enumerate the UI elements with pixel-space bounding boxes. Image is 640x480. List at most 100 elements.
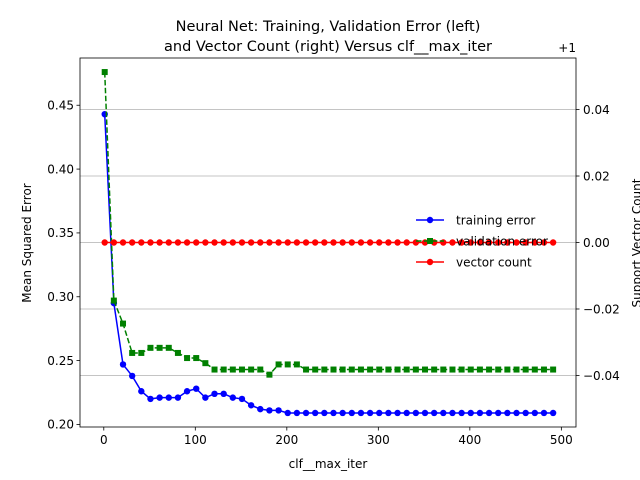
series-0-point-14 — [229, 394, 237, 401]
series-1-point-0 — [101, 69, 108, 76]
series-2-point-46 — [522, 239, 529, 246]
series-2-point-14 — [229, 239, 237, 246]
series-2-point-29 — [366, 239, 374, 246]
series-0-point-12 — [211, 390, 218, 398]
series-0-point-16 — [247, 402, 255, 409]
series-1-point-28 — [357, 366, 364, 373]
series-2-point-38 — [449, 239, 456, 246]
series-1-point-20 — [284, 361, 291, 368]
series-2-point-0 — [101, 239, 108, 246]
chart-title-line-2: and Vector Count (right) Versus clf__max… — [164, 39, 492, 55]
series-2-point-10 — [193, 239, 200, 246]
series-0-point-26 — [339, 409, 346, 417]
series-1-point-11 — [202, 360, 209, 367]
series-2-point-24 — [321, 239, 328, 246]
series-0-point-48 — [540, 409, 548, 417]
series-0-point-27 — [348, 409, 355, 417]
series-1-point-8 — [174, 349, 181, 356]
series-0-point-42 — [485, 409, 493, 417]
series-2-point-17 — [257, 239, 264, 246]
x-tick-label-5: 500 — [550, 433, 573, 447]
series-1-point-44 — [504, 366, 511, 373]
series-2-point-11 — [202, 239, 209, 246]
right-y-tick-label-4: 0.04 — [583, 103, 610, 117]
series-2-point-18 — [266, 239, 273, 246]
series-0-point-4 — [138, 388, 145, 395]
series-0-point-5 — [147, 395, 154, 403]
series-0-point-6 — [156, 394, 163, 401]
series-1-point-43 — [495, 366, 502, 373]
series-1-point-17 — [257, 366, 264, 373]
series-0-point-47 — [531, 409, 539, 417]
series-2-point-21 — [293, 239, 301, 246]
series-0-point-31 — [385, 409, 392, 417]
series-2-point-41 — [476, 239, 484, 246]
right-y-tick-label-0: −0.04 — [583, 369, 620, 383]
legend-marker-2 — [426, 258, 434, 266]
series-0-point-9 — [183, 388, 191, 395]
series-2-point-22 — [302, 239, 310, 246]
series-0-point-28 — [357, 409, 365, 417]
y-tick-label-3: 0.35 — [47, 226, 74, 240]
series-0-point-11 — [202, 394, 209, 401]
series-2-point-25 — [330, 239, 337, 246]
series-0-point-3 — [128, 372, 136, 380]
series-1-point-18 — [266, 371, 273, 378]
series-0-point-17 — [257, 405, 264, 413]
series-2-point-20 — [284, 239, 291, 246]
legend-marker-0 — [426, 216, 434, 224]
series-2-point-2 — [119, 239, 127, 246]
y-axis-label: Mean Squared Error — [20, 183, 34, 303]
series-2-point-44 — [504, 239, 511, 246]
series-2-point-1 — [110, 239, 118, 246]
series-1-point-19 — [275, 361, 282, 368]
series-0-point-29 — [366, 409, 374, 417]
series-2-point-13 — [220, 239, 227, 246]
series-2-point-9 — [183, 239, 191, 246]
chart-title-line-1: Neural Net: Training, Validation Error (… — [176, 19, 481, 35]
right-y-tick-label-2: 0.00 — [583, 236, 610, 250]
series-1-point-34 — [412, 366, 419, 373]
series-2-point-12 — [211, 239, 218, 246]
series-1-point-23 — [312, 366, 319, 373]
series-2-point-32 — [394, 239, 401, 246]
series-2-point-3 — [128, 239, 136, 246]
series-1-point-30 — [376, 366, 383, 373]
series-1-point-35 — [422, 366, 429, 373]
y-tick-label-1: 0.25 — [47, 354, 74, 368]
series-1-point-15 — [238, 366, 245, 373]
right-y-tick-label-1: −0.02 — [583, 302, 620, 316]
y-tick-label-4: 0.40 — [47, 162, 74, 176]
legend-label-1: validation error — [456, 235, 548, 249]
series-2-point-45 — [513, 239, 520, 246]
series-2-point-49 — [549, 239, 557, 246]
series-0-point-37 — [440, 409, 447, 417]
series-0-point-30 — [376, 409, 383, 417]
series-2-point-30 — [376, 239, 383, 246]
series-2-point-26 — [339, 239, 346, 246]
right-y-axis-label: Support Vector Count — [630, 178, 640, 307]
series-0-point-32 — [394, 409, 401, 417]
series-1-point-7 — [165, 344, 172, 351]
series-1-point-32 — [394, 366, 401, 373]
series-2-point-33 — [403, 239, 410, 246]
series-1-point-25 — [330, 366, 337, 373]
series-1-point-22 — [303, 366, 310, 373]
right-axis-offset-text: +1 — [558, 41, 576, 55]
series-1-point-26 — [339, 366, 346, 373]
series-0-point-15 — [238, 395, 246, 403]
series-0-point-43 — [495, 409, 502, 417]
series-1-point-16 — [248, 366, 255, 373]
series-2-point-28 — [357, 239, 365, 246]
x-tick-label-2: 200 — [275, 433, 298, 447]
y-tick-label-2: 0.30 — [47, 290, 74, 304]
series-0-point-13 — [220, 390, 227, 398]
series-0-point-23 — [311, 409, 319, 417]
series-1-point-1 — [110, 297, 117, 304]
series-2-point-43 — [495, 239, 502, 246]
series-0-point-34 — [412, 409, 420, 417]
y-tick-label-0: 0.20 — [47, 418, 74, 432]
series-1-point-10 — [193, 355, 200, 362]
series-1-point-39 — [458, 366, 465, 373]
